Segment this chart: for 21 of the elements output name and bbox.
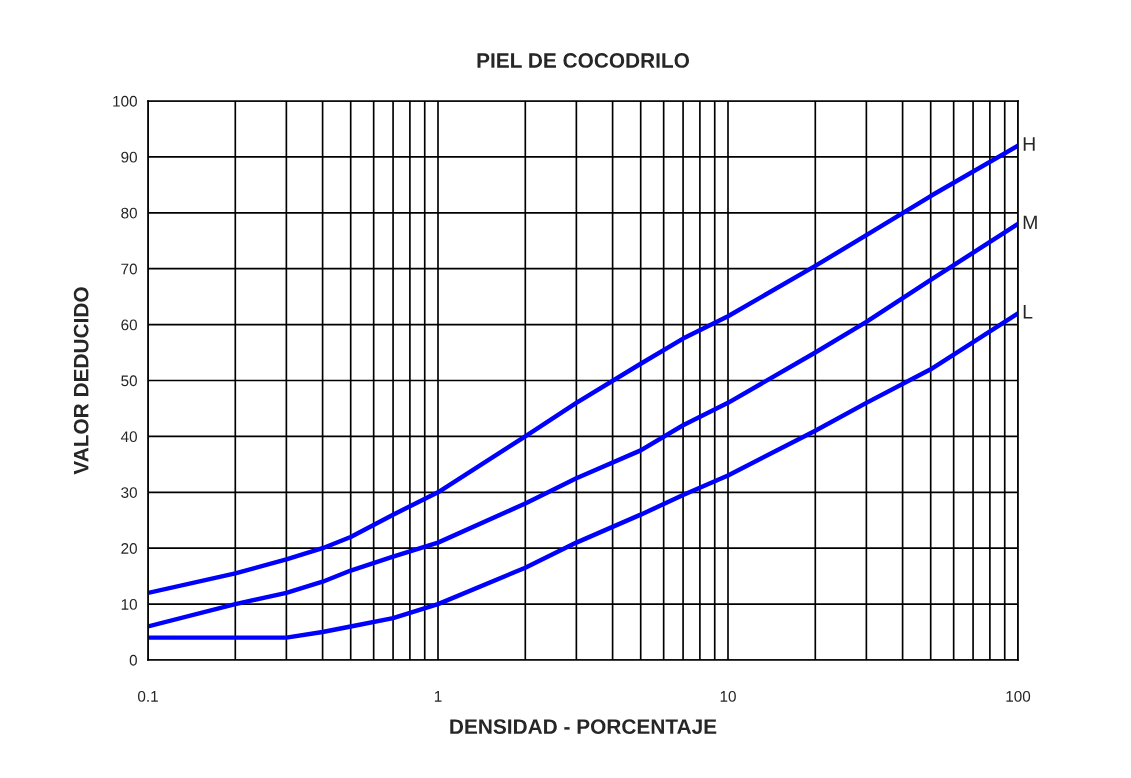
series-label: L [1023, 305, 1033, 319]
y-tick-label: 100 [113, 95, 137, 107]
y-tick-label: 20 [121, 543, 137, 554]
x-axis-title: DENSIDAD - PORCENTAJE [450, 719, 717, 734]
x-tick-label: 10 [720, 690, 736, 702]
y-tick-label: 10 [121, 598, 137, 610]
y-axis-title: VALOR DEDUCIDO [73, 287, 89, 475]
x-tick-label: 1 [434, 691, 442, 702]
x-tick-label: 100 [1006, 690, 1031, 702]
series-label: M [1023, 215, 1037, 230]
y-tick-label: 70 [121, 263, 137, 275]
y-tick-label: 80 [121, 207, 137, 219]
chart-title: PIEL DE COCODRILO [477, 53, 690, 68]
x-tick-label: 0.1 [137, 690, 158, 702]
series-label: H [1023, 137, 1035, 151]
y-tick-label: 0 [129, 654, 137, 666]
y-tick-label: 90 [121, 151, 137, 163]
y-tick-label: 30 [121, 487, 137, 498]
y-tick-label: 40 [120, 431, 137, 443]
y-tick-label: 60 [121, 319, 137, 331]
y-tick-label: 50 [121, 375, 137, 387]
